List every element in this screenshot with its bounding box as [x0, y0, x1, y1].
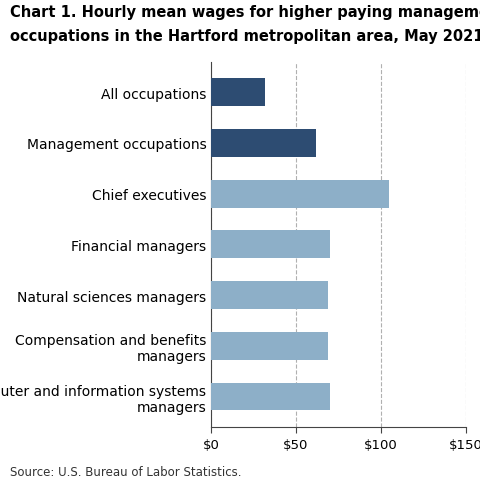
Bar [211, 180, 389, 208]
Bar [211, 281, 328, 309]
Bar [211, 79, 265, 107]
Text: occupations in the Hartford metropolitan area, May 2021: occupations in the Hartford metropolitan… [10, 29, 480, 44]
Bar [211, 231, 330, 259]
Text: Chart 1. Hourly mean wages for higher paying management: Chart 1. Hourly mean wages for higher pa… [10, 5, 480, 20]
Text: Source: U.S. Bureau of Labor Statistics.: Source: U.S. Bureau of Labor Statistics. [10, 465, 241, 478]
Bar [211, 332, 328, 360]
Bar [211, 383, 330, 410]
Bar [211, 130, 316, 157]
